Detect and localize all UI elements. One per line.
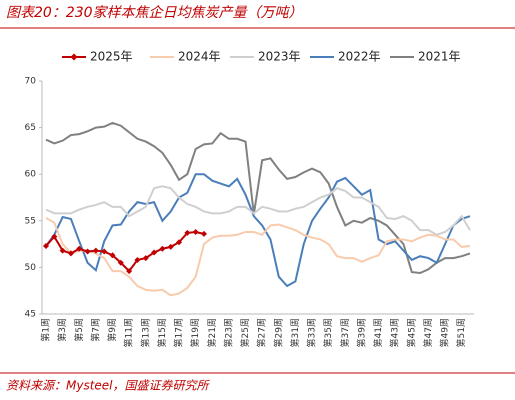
chart-title: 图表20：230家样本焦企日均焦炭产量（万吨）	[6, 5, 303, 21]
legend-label: 2023年	[258, 50, 301, 64]
legend-label: 2022年	[338, 50, 381, 64]
y-tick-label: 60	[25, 170, 37, 180]
series-line	[45, 121, 471, 275]
marker	[167, 243, 174, 250]
x-tick-label: 第11周	[123, 318, 135, 347]
y-tick-label: 55	[25, 216, 36, 226]
y-tick-label: 70	[25, 77, 37, 87]
legend-label: 2024年	[178, 50, 221, 64]
legend-marker	[70, 53, 78, 61]
series-line	[45, 173, 471, 288]
x-tick-label: 第35周	[322, 318, 334, 347]
x-tick-label: 第49周	[439, 318, 451, 347]
marker	[176, 239, 183, 246]
x-tick-label: 第21周	[206, 318, 218, 347]
x-tick-label: 第51周	[455, 318, 467, 347]
marker	[84, 248, 91, 255]
marker	[67, 250, 74, 257]
marker	[101, 248, 108, 255]
marker	[134, 256, 141, 263]
x-tick-label: 第45周	[405, 318, 417, 347]
y-tick-label: 65	[25, 123, 36, 133]
x-tick-label: 第1周	[40, 318, 52, 342]
marker	[184, 229, 191, 236]
legend-label: 2021年	[418, 50, 461, 64]
marker	[126, 268, 133, 275]
y-tick-label: 50	[25, 263, 37, 273]
x-tick-label: 第41周	[372, 318, 384, 347]
x-tick-label: 第39周	[355, 318, 367, 347]
x-tick-label: 第47周	[422, 318, 434, 347]
marker	[43, 242, 49, 249]
x-tick-label: 第43周	[389, 318, 401, 347]
x-tick-label: 第7周	[89, 318, 101, 342]
marker	[159, 245, 166, 252]
marker	[200, 230, 207, 237]
x-tick-label: 第13周	[139, 318, 151, 347]
x-tick-label: 第9周	[106, 318, 118, 342]
series-line	[45, 185, 471, 236]
marker	[59, 247, 66, 254]
marker	[51, 233, 58, 240]
x-tick-label: 第33周	[306, 318, 318, 347]
x-tick-label: 第15周	[156, 318, 168, 347]
marker	[142, 255, 149, 262]
x-tick-label: 第29周	[272, 318, 284, 347]
legend-label: 2025年	[90, 50, 133, 64]
marker	[76, 245, 83, 252]
x-tick-label: 第17周	[173, 318, 185, 347]
x-tick-label: 第23周	[222, 318, 234, 347]
y-tick-label: 45	[25, 310, 36, 320]
x-tick-label: 第5周	[73, 318, 85, 342]
x-tick-label: 第27周	[256, 318, 268, 347]
marker	[117, 259, 124, 266]
x-tick-label: 第31周	[289, 318, 301, 347]
marker	[109, 252, 116, 259]
x-tick-label: 第3周	[56, 318, 68, 342]
x-tick-label: 第25周	[239, 318, 251, 347]
marker	[92, 247, 99, 254]
series-line	[45, 217, 471, 297]
marker	[192, 228, 199, 235]
x-tick-label: 第37周	[339, 318, 351, 347]
marker	[151, 249, 158, 256]
x-tick-label: 第19周	[189, 318, 201, 347]
source: 资料来源：Mysteel，国盛证券研究所	[6, 379, 211, 393]
